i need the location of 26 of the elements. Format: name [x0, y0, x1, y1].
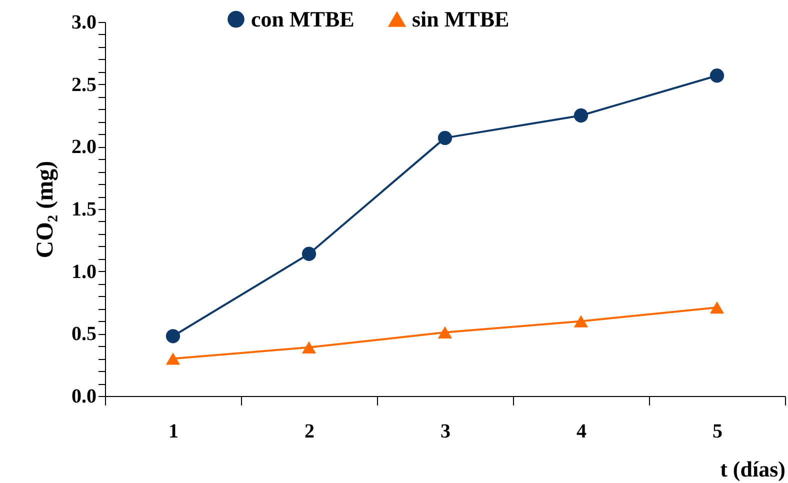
x-tick-label: 3	[440, 420, 450, 442]
point	[438, 326, 452, 339]
y-tick-label: 1.0	[72, 260, 96, 283]
point	[166, 352, 180, 365]
y-tick-label: 2.0	[72, 136, 96, 158]
point	[302, 341, 316, 354]
point	[166, 329, 180, 344]
y-axis-title: CO₂ (mg)	[32, 160, 58, 258]
y-tick-label: 2.5	[72, 74, 96, 96]
x-tick-label: 2	[304, 420, 314, 442]
x-tick-label: 4	[576, 420, 586, 442]
point	[574, 108, 588, 123]
point	[302, 246, 316, 261]
point	[710, 68, 724, 83]
y-tick-label: 0.5	[72, 323, 96, 346]
y-tick-label: 0.0	[72, 386, 96, 408]
point	[710, 301, 724, 314]
y-tick-label: 1.5	[72, 198, 96, 220]
x-tick-label: 1	[168, 420, 178, 442]
point	[574, 315, 588, 328]
y-tick-label: 3.0	[72, 12, 96, 34]
x-tick-label: 5	[712, 420, 722, 442]
legend-label: con MTBE	[251, 6, 354, 32]
legend-label: sin MTBE	[412, 6, 510, 32]
x-axis-title: t (días)	[720, 456, 786, 482]
point	[438, 130, 452, 145]
